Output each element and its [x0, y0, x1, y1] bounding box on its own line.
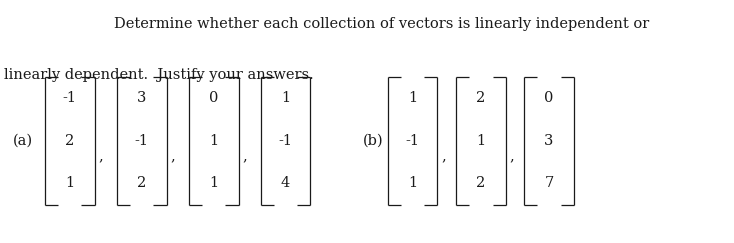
Text: 2: 2 [476, 91, 485, 105]
Text: ,: , [441, 149, 446, 163]
Text: 1: 1 [65, 176, 74, 191]
Text: 1: 1 [408, 176, 417, 191]
Text: 3: 3 [545, 134, 553, 148]
Text: 3: 3 [137, 91, 146, 105]
Text: 1: 1 [281, 91, 290, 105]
Text: 2: 2 [65, 134, 74, 148]
Text: 1: 1 [408, 91, 417, 105]
Text: Determine whether each collection of vectors is linearly independent or: Determine whether each collection of vec… [114, 17, 649, 31]
Text: (b): (b) [363, 134, 384, 148]
Text: 1: 1 [476, 134, 485, 148]
Text: 2: 2 [476, 176, 485, 191]
Text: linearly dependent.  Justify your answers.: linearly dependent. Justify your answers… [4, 68, 313, 82]
Text: -1: -1 [405, 134, 420, 148]
Text: ,: , [242, 149, 247, 163]
Text: 0: 0 [545, 91, 553, 105]
Text: -1: -1 [278, 134, 293, 148]
Text: ,: , [509, 149, 514, 163]
Text: 4: 4 [281, 176, 290, 191]
Text: ,: , [98, 149, 103, 163]
Text: ,: , [170, 149, 175, 163]
Text: (a): (a) [13, 134, 33, 148]
Text: 1: 1 [209, 134, 218, 148]
Text: -1: -1 [134, 134, 149, 148]
Text: 0: 0 [209, 91, 218, 105]
Text: 7: 7 [545, 176, 553, 191]
Text: 1: 1 [209, 176, 218, 191]
Text: -1: -1 [62, 91, 77, 105]
Text: 2: 2 [137, 176, 146, 191]
